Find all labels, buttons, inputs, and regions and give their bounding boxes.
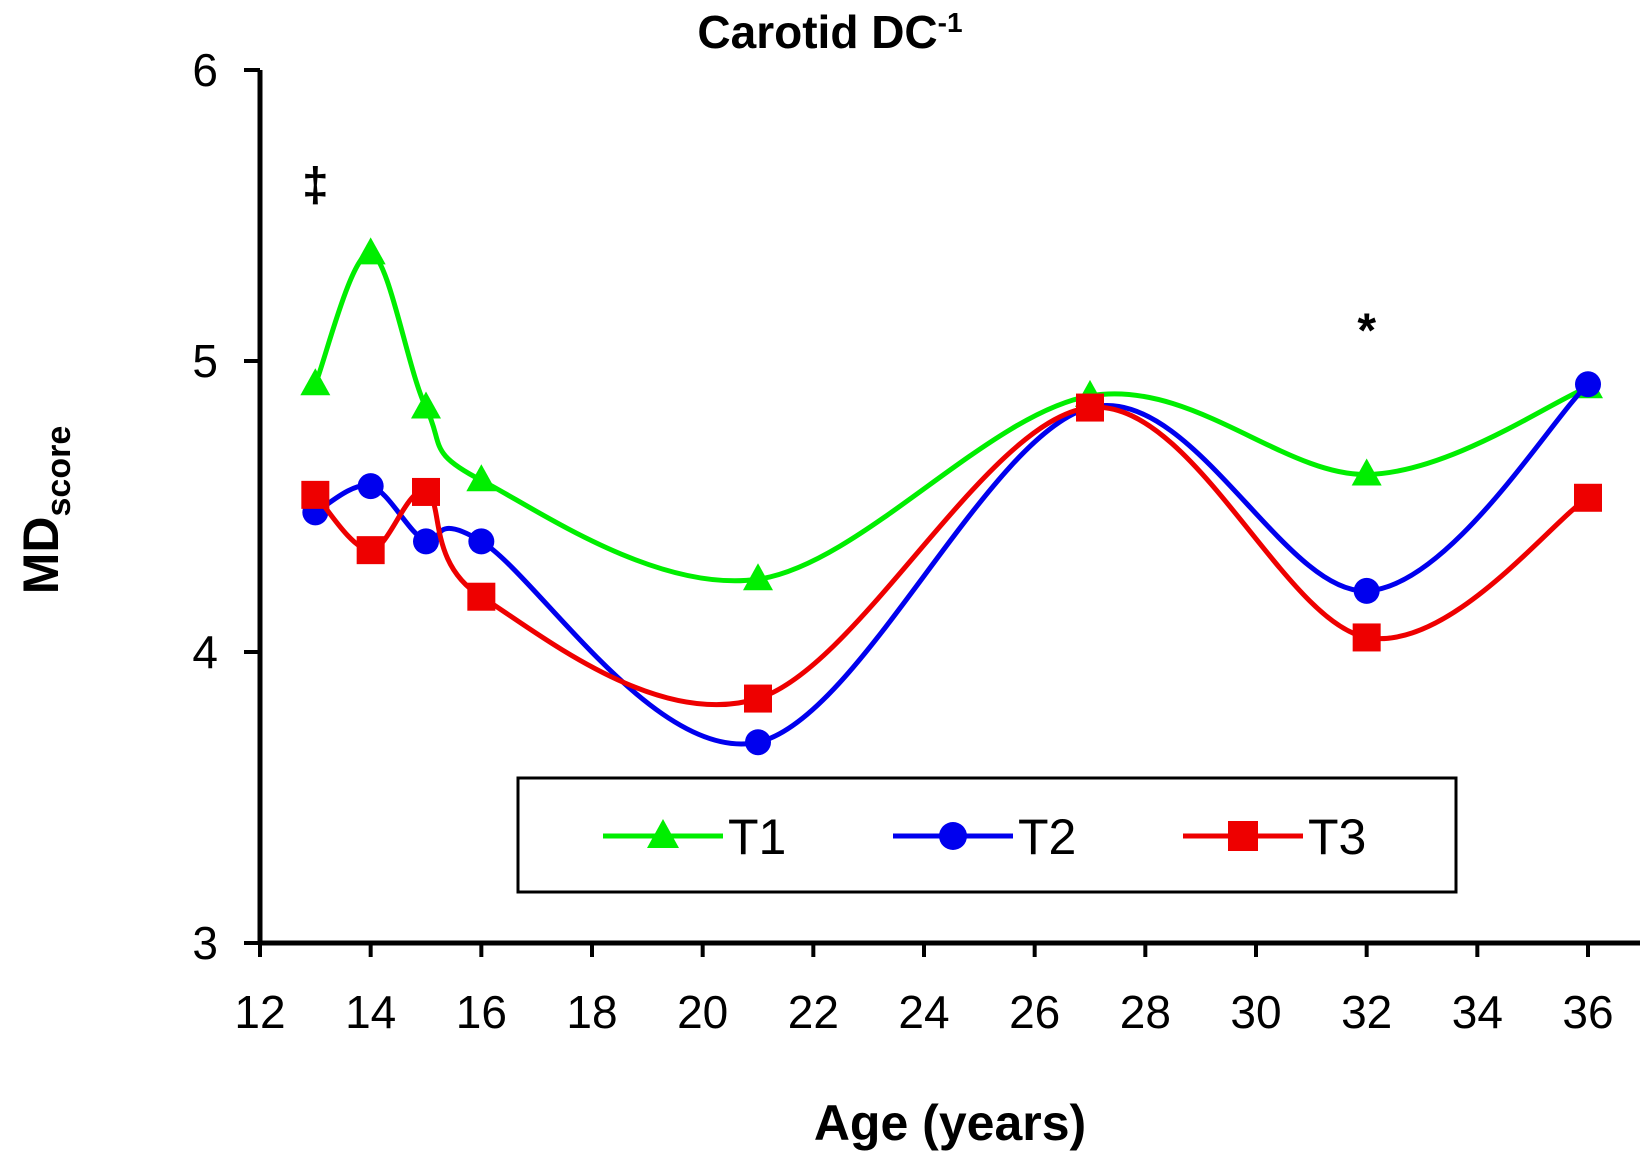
data-point-T2 [1353,577,1380,604]
legend-label: T1 [728,809,786,865]
data-point-T1 [300,368,331,396]
x-tick-label: 34 [1452,986,1503,1038]
y-tick-label: 6 [192,44,218,96]
y-tick-label: 3 [192,917,218,969]
data-point-T3 [412,477,440,506]
x-tick-label: 26 [1009,986,1060,1038]
legend-entry-T1: T1 [603,809,786,865]
annotation: ‡ [302,159,329,212]
data-point-T3 [301,480,330,509]
data-point-T2 [745,729,771,756]
x-tick-label: 36 [1562,986,1613,1038]
data-point-T2 [357,473,384,500]
annotations: ‡* [302,159,1376,358]
series-line-T3 [313,405,1590,708]
x-tick-label: 20 [677,986,728,1038]
legend: T1 T2 T3 [516,776,1458,894]
data-point-T1 [743,563,773,591]
data-point-T3 [1352,623,1381,652]
data-point-T2 [413,528,439,555]
x-tick-label: 30 [1230,986,1281,1038]
x-tick-label: 24 [898,986,949,1038]
series-T2 [302,371,1601,756]
legend-marker [647,819,679,848]
axes [257,70,1640,946]
x-tick-label: 18 [566,986,617,1038]
data-point-T2 [468,528,495,555]
annotation: * [1357,304,1376,357]
y-tick-label: 4 [192,626,218,678]
data-point-T2 [1575,371,1601,398]
series-line-T2 [314,382,1590,747]
legend-marker [939,822,967,850]
data-point-T1 [411,391,441,419]
data-point-T3 [467,582,496,611]
data-point-T3 [744,684,772,713]
legend-marker [1228,821,1258,851]
chart-title: Carotid DC-1 [697,6,962,58]
legend-label: T2 [1018,809,1076,865]
legend-entry-T3: T3 [1183,809,1366,865]
data-point-T1 [466,464,497,492]
data-point-T3 [1076,393,1104,422]
x-axis-label: Age (years) [814,1095,1086,1151]
series-layer [300,237,1603,756]
data-point-T3 [356,536,385,565]
x-tick-label: 14 [345,986,396,1038]
series-T3 [301,393,1602,713]
data-point-T3 [1574,483,1602,512]
x-tick-label: 12 [234,986,285,1038]
data-point-T1 [1351,458,1382,486]
legend-label: T3 [1308,809,1366,865]
data-point-T1 [355,237,386,265]
y-tick-label: 5 [192,335,218,387]
x-tick-label: 16 [456,986,507,1038]
x-tick-label: 32 [1341,986,1392,1038]
legend-entry-T2: T2 [893,809,1076,865]
x-tick-label: 28 [1120,986,1171,1038]
x-tick-label: 22 [788,986,839,1038]
series-line-T1 [313,250,1589,584]
y-axis-label: MDscore [13,426,78,595]
